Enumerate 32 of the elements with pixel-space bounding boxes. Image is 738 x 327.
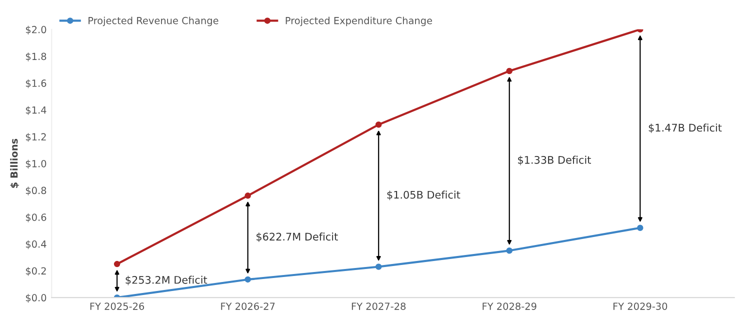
y-tick-label: $1.4: [26, 106, 46, 115]
y-tick-label: $0.0: [26, 294, 46, 303]
y-tick-label: $1.2: [26, 132, 46, 142]
point: [244, 192, 251, 199]
annotation: $253.2M Deficit: [126, 276, 208, 286]
x-tick-label: FY 2027-28: [352, 302, 406, 310]
legend-label: Projected Revenue Change: [88, 16, 218, 26]
annotation: $1.05B Deficit: [387, 190, 460, 200]
x-tick-label: FY 2026-27: [221, 302, 275, 310]
annotation: $1.47B Deficit: [648, 124, 722, 134]
point: [637, 224, 644, 231]
x-tick-label: FY 2025-26: [90, 302, 144, 310]
annotation: $622.7M Deficit: [256, 232, 338, 242]
point: [375, 264, 382, 270]
x-tick-label: FY 2028-29: [482, 302, 536, 310]
point: [506, 248, 512, 254]
point: [114, 260, 120, 268]
annotation: $1.33B Deficit: [518, 156, 591, 166]
x-tick-label: FY 2029-30: [613, 302, 668, 310]
y-tick-label: $1.0: [26, 160, 46, 169]
y-tick-label: $0.4: [26, 240, 46, 250]
point: [244, 276, 251, 283]
y-tick-label: $1.8: [26, 52, 46, 62]
y-tick-label: $2.0: [26, 26, 46, 35]
y-tick-label: $0.8: [26, 186, 46, 196]
point: [375, 121, 382, 128]
y-tick-label: $0.2: [26, 267, 46, 276]
y-tick-label: $1.6: [26, 79, 46, 88]
legend-label: Projected Expenditure Change: [286, 16, 432, 26]
point: [506, 68, 512, 74]
y-axis-title: $ Billions: [10, 138, 20, 188]
y-tick-label: $0.6: [26, 213, 46, 222]
